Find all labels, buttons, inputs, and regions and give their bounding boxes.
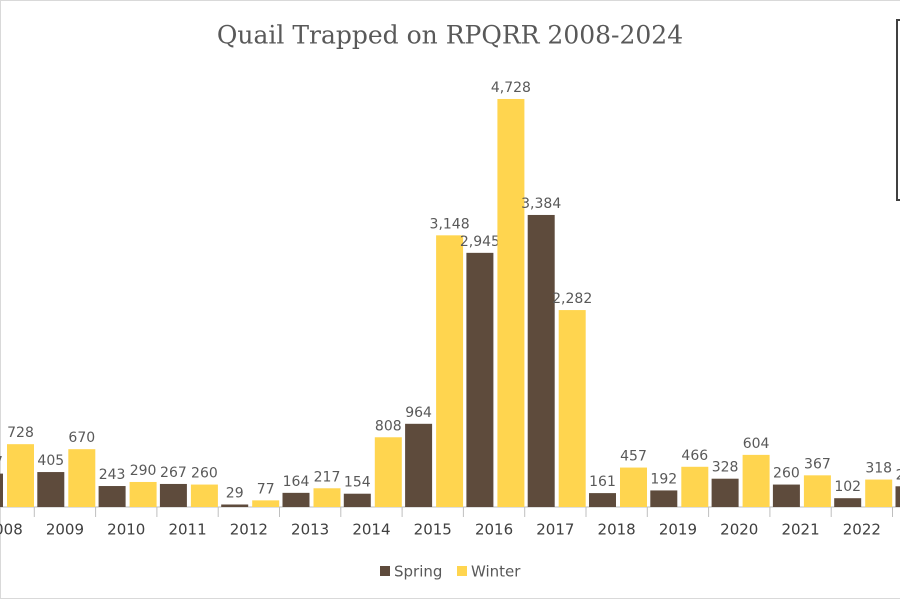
- bar: [834, 498, 862, 507]
- data-label: 164: [283, 474, 310, 490]
- chart-title: Quail Trapped on RPQRR 2008-2024: [217, 21, 683, 50]
- bar: [98, 486, 126, 507]
- bar: [159, 483, 187, 507]
- x-tick-label: 2020: [720, 521, 758, 539]
- bar: [772, 484, 800, 507]
- data-label: 387: [0, 455, 3, 471]
- data-label: 2,282: [552, 291, 592, 307]
- bar: [221, 504, 249, 507]
- x-tick-label: 2021: [781, 521, 819, 539]
- data-label: 243: [99, 467, 126, 483]
- x-tick-label: 2018: [598, 521, 636, 539]
- data-label: 260: [773, 466, 800, 482]
- x-tick-label: 2015: [414, 521, 452, 539]
- bar: [803, 475, 831, 507]
- data-label: 604: [743, 436, 770, 452]
- bar: [558, 310, 586, 507]
- data-label: 29: [226, 485, 244, 501]
- bar: [742, 454, 770, 507]
- bar: [374, 437, 402, 507]
- x-tick-label: 2013: [291, 521, 329, 539]
- bar: [589, 493, 616, 507]
- bar: [527, 214, 555, 507]
- data-label: 192: [650, 471, 677, 487]
- bar: [313, 488, 341, 507]
- data-label: 77: [257, 481, 275, 497]
- bar: [343, 493, 371, 507]
- data-label: 260: [191, 466, 218, 482]
- x-tick-label: 2009: [46, 521, 84, 539]
- data-label: 405: [37, 453, 64, 469]
- x-tick-label: 2019: [659, 521, 697, 539]
- bar: [497, 98, 525, 507]
- x-tick-label: 2011: [168, 521, 206, 539]
- bar: [620, 467, 647, 507]
- data-label: 217: [314, 469, 341, 485]
- x-tick-label: 2017: [536, 521, 574, 539]
- bar: [282, 492, 310, 507]
- x-tick-label: 2014: [352, 521, 390, 539]
- data-label: 267: [160, 465, 187, 481]
- data-label: 728: [7, 425, 34, 441]
- bar: [865, 479, 893, 507]
- legend-swatch: [380, 566, 390, 576]
- data-label: 457: [620, 449, 647, 465]
- bar: [895, 486, 900, 507]
- data-label: 808: [375, 418, 402, 434]
- data-label: 102: [834, 479, 861, 495]
- data-label: 290: [130, 463, 157, 479]
- data-label: 318: [865, 461, 892, 477]
- x-tick-label: 2008: [0, 521, 23, 539]
- data-label: 3,384: [521, 196, 561, 212]
- x-tick-label: 2012: [230, 521, 268, 539]
- data-label: 328: [712, 460, 739, 476]
- data-label: 161: [589, 474, 616, 490]
- x-tick-label: 2022: [843, 521, 881, 539]
- bar: [252, 500, 280, 507]
- bar: [68, 449, 96, 507]
- bar: [436, 235, 464, 507]
- legend-swatch: [457, 566, 467, 576]
- data-label: 367: [804, 456, 831, 472]
- data-label: 4,728: [491, 80, 531, 96]
- bar: [650, 490, 678, 507]
- x-tick-label: 2016: [475, 521, 513, 539]
- data-label: 964: [405, 405, 432, 421]
- bar: [190, 484, 218, 507]
- data-label: 2,945: [460, 234, 500, 250]
- bar: [466, 252, 494, 507]
- data-label: 670: [68, 430, 95, 446]
- bar: [405, 423, 433, 507]
- legend-label: Spring: [394, 563, 442, 581]
- bar: [37, 472, 65, 507]
- data-label: 466: [681, 448, 708, 464]
- legend-label: Winter: [471, 563, 521, 581]
- data-label: 240: [896, 467, 900, 483]
- bar: [0, 473, 3, 507]
- data-label: 3,148: [430, 216, 470, 232]
- bar: [7, 444, 34, 507]
- x-tick-label: 2010: [107, 521, 145, 539]
- data-label: 154: [344, 475, 371, 491]
- bar: [681, 466, 709, 507]
- bar: [711, 478, 739, 507]
- bar: [129, 481, 157, 507]
- legend-box: [896, 19, 900, 201]
